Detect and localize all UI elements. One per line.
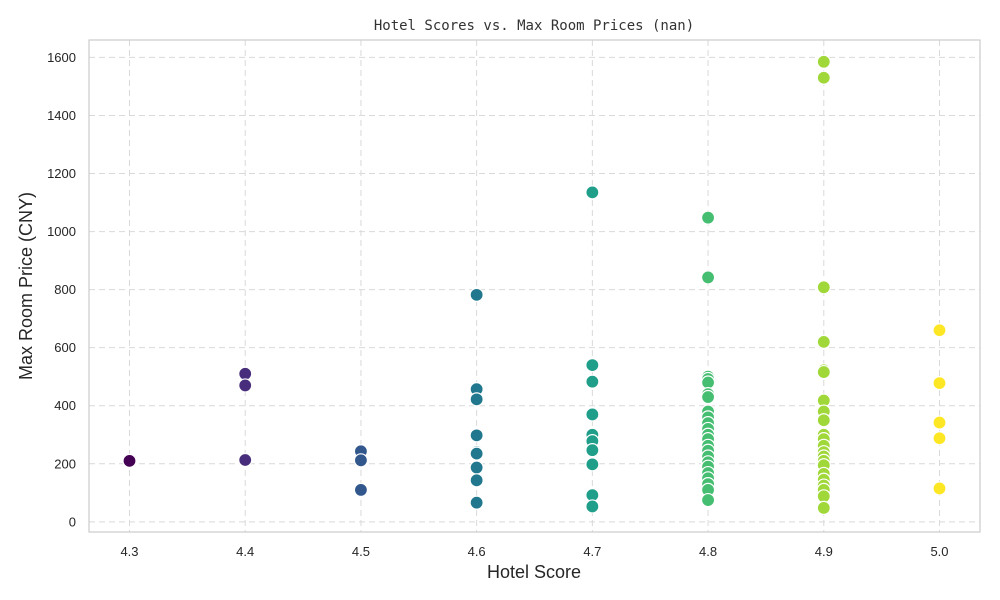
y-tick-label: 1000 bbox=[47, 224, 76, 239]
data-point bbox=[700, 210, 716, 225]
x-axis-label: Hotel Score bbox=[487, 562, 581, 582]
data-point bbox=[700, 492, 716, 508]
x-tick-label: 4.8 bbox=[699, 544, 717, 559]
points-layer bbox=[122, 54, 947, 516]
x-tick-label: 4.3 bbox=[120, 544, 138, 559]
ticks-layer: 4.3 4.4 4.5 4.6 4.7 4.8 4.9 5.0 0 200 400 600 800 100… bbox=[47, 50, 948, 559]
x-tick-label: 4.7 bbox=[583, 544, 601, 559]
data-point bbox=[585, 357, 600, 373]
data-point bbox=[585, 374, 600, 389]
y-tick-label: 1200 bbox=[47, 166, 76, 181]
data-point bbox=[469, 428, 484, 443]
data-point bbox=[932, 375, 947, 391]
data-point bbox=[469, 392, 484, 407]
data-point bbox=[469, 460, 484, 475]
x-tick-label: 4.4 bbox=[236, 544, 254, 559]
y-tick-label: 0 bbox=[69, 514, 76, 529]
x-tick-label: 4.9 bbox=[815, 544, 833, 559]
data-point bbox=[816, 280, 831, 295]
y-tick-label: 200 bbox=[54, 456, 76, 471]
y-axis-label: Max Room Price (CNY) bbox=[16, 192, 36, 380]
y-tick-label: 400 bbox=[54, 398, 76, 413]
data-point bbox=[585, 185, 600, 200]
data-point bbox=[932, 415, 947, 430]
data-point bbox=[585, 443, 600, 458]
y-tick-label: 1400 bbox=[47, 108, 76, 123]
data-point bbox=[932, 431, 947, 446]
data-point bbox=[585, 499, 600, 514]
data-point bbox=[353, 482, 369, 498]
data-point bbox=[469, 495, 484, 510]
data-point bbox=[238, 452, 253, 468]
data-point bbox=[469, 287, 484, 302]
data-point bbox=[585, 457, 600, 472]
data-point bbox=[700, 270, 716, 285]
data-point bbox=[816, 54, 831, 69]
x-tick-label: 4.6 bbox=[468, 544, 486, 559]
data-point bbox=[816, 70, 831, 85]
data-point bbox=[700, 389, 716, 405]
data-point bbox=[816, 500, 831, 516]
y-tick-label: 1600 bbox=[47, 50, 76, 65]
data-point bbox=[816, 334, 831, 349]
grid-layer bbox=[89, 40, 980, 532]
x-tick-label: 4.5 bbox=[352, 544, 370, 559]
data-point bbox=[585, 407, 600, 422]
data-point bbox=[238, 378, 253, 393]
plot-frame bbox=[88, 39, 981, 533]
y-tick-label: 800 bbox=[54, 282, 76, 297]
data-point bbox=[816, 413, 831, 428]
data-point bbox=[816, 364, 831, 380]
data-point bbox=[932, 481, 947, 496]
chart-title: Hotel Scores vs. Max Room Prices (nan) bbox=[374, 18, 694, 34]
data-point bbox=[122, 453, 137, 468]
data-point bbox=[353, 453, 369, 468]
data-point bbox=[932, 323, 947, 338]
data-point bbox=[469, 473, 484, 488]
x-tick-label: 5.0 bbox=[930, 544, 948, 559]
y-tick-label: 600 bbox=[54, 340, 76, 355]
data-point bbox=[469, 446, 484, 461]
